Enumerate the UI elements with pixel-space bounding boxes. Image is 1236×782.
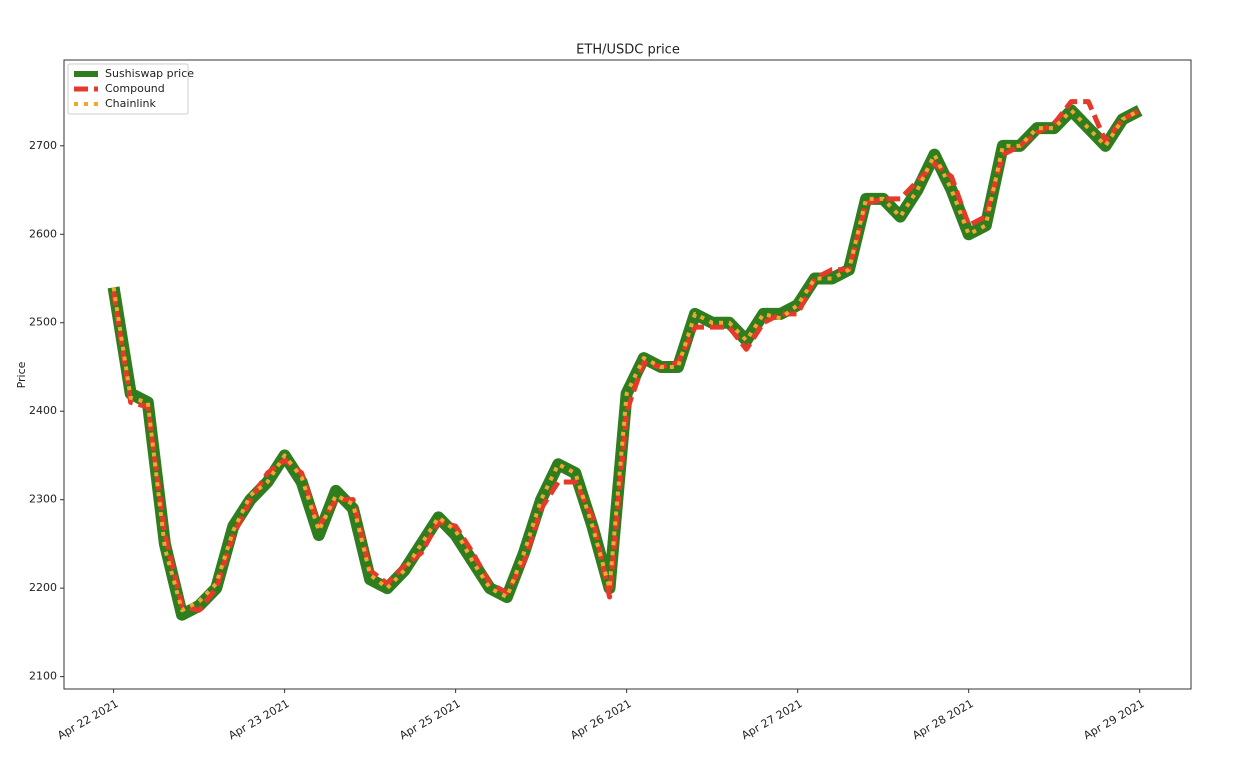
y-tick-label: 2200 — [29, 581, 57, 594]
chart-title: ETH/USDC price — [576, 43, 680, 58]
series-line — [111, 108, 1141, 613]
y-tick-label: 2100 — [29, 670, 57, 683]
plot-frame — [63, 59, 1192, 690]
y-tick-label: 2300 — [29, 493, 57, 506]
y-tick-label: 2400 — [29, 404, 57, 417]
legend-label: Sushiswap price — [105, 67, 194, 80]
legend-label: Chainlink — [105, 97, 157, 110]
y-tick-label: 2500 — [29, 316, 57, 329]
y-axis-label: Price — [15, 361, 28, 388]
y-tick-label: 2700 — [29, 139, 57, 152]
series-line — [111, 99, 1141, 613]
legend-label: Compound — [105, 82, 165, 95]
y-tick-label: 2600 — [29, 227, 57, 240]
